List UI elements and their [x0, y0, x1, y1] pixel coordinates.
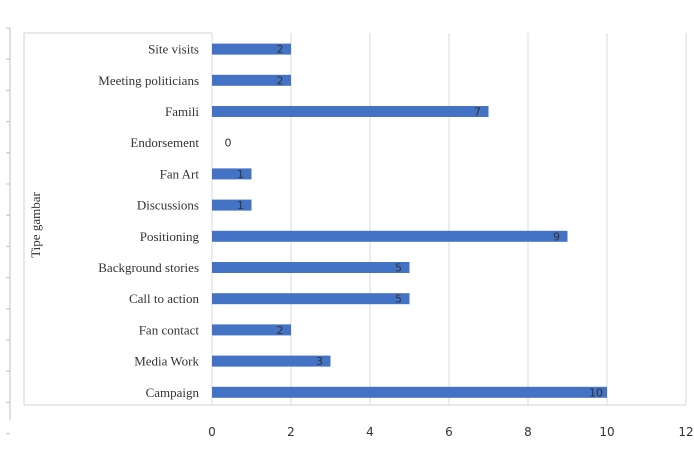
x-tick-label: 2	[287, 425, 295, 439]
gridlines	[211, 33, 687, 405]
data-label: 2	[277, 74, 284, 87]
category-label: Campaign	[146, 385, 200, 400]
data-label: 2	[277, 43, 284, 56]
x-tick-label: 4	[366, 425, 374, 439]
bar	[212, 74, 291, 86]
x-tick-label: 8	[524, 425, 532, 439]
y-axis-title: Tipe gambar	[28, 192, 43, 258]
bar	[212, 106, 489, 117]
category-label: Meeting politicians	[98, 73, 199, 88]
data-label: 5	[395, 262, 402, 275]
bar	[212, 168, 252, 180]
data-label: 2	[277, 324, 284, 337]
category-label: Fan Art	[160, 166, 200, 181]
bar	[212, 293, 410, 305]
bar	[212, 43, 291, 55]
data-label: 3	[316, 355, 323, 368]
bar	[212, 386, 607, 398]
category-label: Positioning	[140, 229, 200, 244]
bar	[212, 355, 331, 367]
category-frame	[23, 32, 686, 406]
data-label: 0	[225, 137, 232, 150]
category-labels: Site visits Meeting politicians Famili Endo…	[98, 42, 199, 400]
category-label: Endorsement	[130, 135, 199, 150]
category-label: Background stories	[98, 260, 199, 275]
data-label: 7	[474, 106, 481, 119]
bar	[212, 230, 568, 242]
x-tick-label: 12	[678, 425, 693, 439]
data-label: 10	[589, 386, 603, 399]
data-label: 1	[237, 199, 244, 212]
category-label: Site visits	[148, 42, 199, 57]
data-label: 1	[237, 168, 244, 181]
data-labels: 2 2 7 0 1 1 9 5 5 2 3 10	[225, 43, 604, 399]
category-label: Famili	[165, 104, 199, 119]
x-tick-label: 0	[208, 425, 216, 439]
x-tick-label: 10	[599, 425, 614, 439]
data-label: 5	[395, 293, 402, 306]
bar	[212, 324, 291, 336]
category-label: Media Work	[134, 354, 199, 369]
category-label: Call to action	[129, 291, 200, 306]
bars	[212, 43, 607, 398]
category-label: Discussions	[137, 198, 199, 213]
bar	[212, 199, 252, 211]
outer-frame-axis	[6, 27, 11, 435]
x-tick-label: 6	[445, 425, 453, 439]
data-label: 9	[553, 230, 560, 243]
bar	[212, 262, 410, 273]
category-label: Fan contact	[139, 322, 200, 337]
x-tick-labels: 0 2 4 6 8 10 12	[208, 425, 693, 439]
